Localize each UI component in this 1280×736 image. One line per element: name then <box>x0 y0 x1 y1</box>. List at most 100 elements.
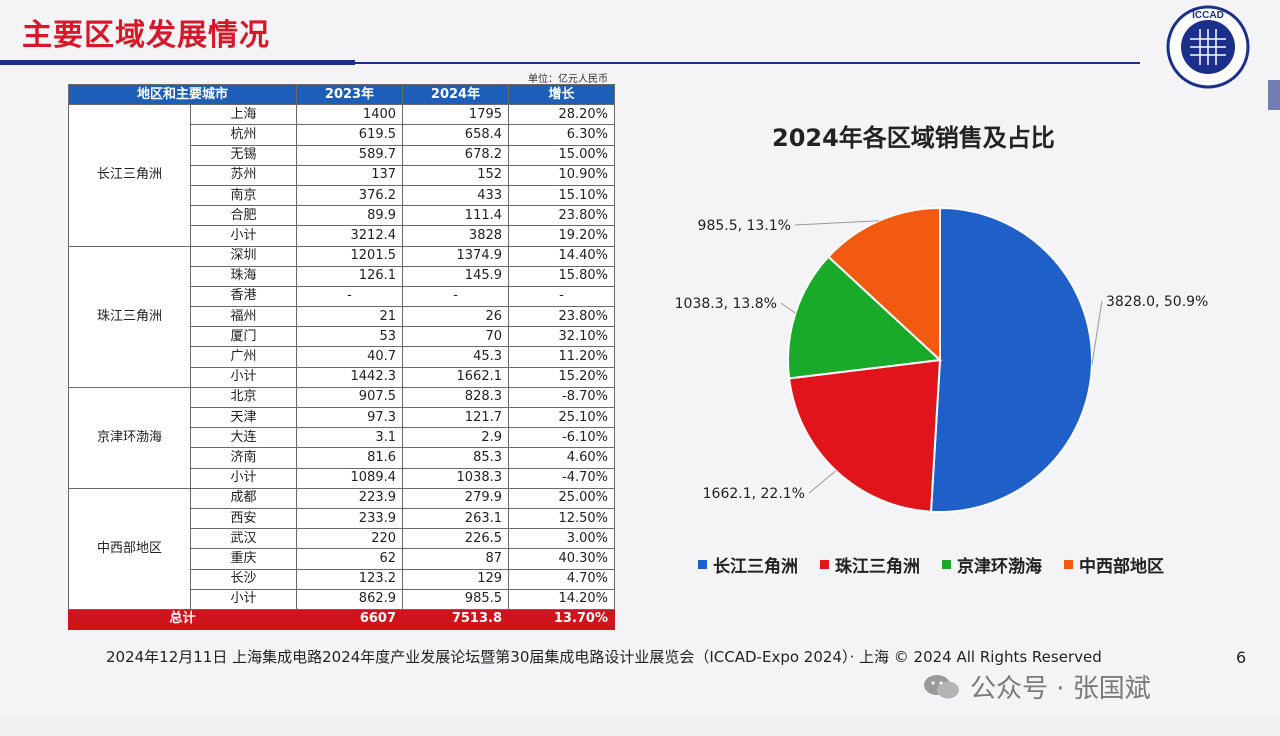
table-row: 杭州 619.5 658.4 6.30% <box>69 124 616 146</box>
slice-data-label: 1662.1, 22.1% <box>703 486 805 502</box>
page-number: 6 <box>1236 648 1247 667</box>
header-region: 地区和主要城市 <box>67 83 298 106</box>
growth-cell: 3.00% <box>508 528 616 550</box>
legend-item: 珠江三角洲 <box>820 552 920 577</box>
city-cell: 广州 <box>189 346 298 368</box>
logo-text: ICCAD <box>1192 10 1224 21</box>
y2024-cell: 226.5 <box>402 528 510 550</box>
growth-cell: - <box>508 285 616 308</box>
y2024-cell: 26 <box>402 306 510 328</box>
y2023-cell: 1089.4 <box>296 467 404 489</box>
growth-cell: 25.00% <box>508 487 616 509</box>
legend-item: 京津环渤海 <box>942 552 1042 577</box>
growth-cell: 23.80% <box>508 306 616 328</box>
header-2023: 2023年 <box>296 83 404 106</box>
legend-label: 中西部地区 <box>1079 557 1164 577</box>
leader-line <box>808 470 837 494</box>
growth-cell: -4.70% <box>508 467 616 489</box>
footer-text: 2024年12月11日 上海集成电路2024年度产业发展论坛暨第30届集成电路设… <box>106 648 1102 666</box>
city-cell: 合肥 <box>189 205 298 227</box>
y2024-cell: 45.3 <box>402 346 510 368</box>
y2024-cell: 2.9 <box>402 427 510 449</box>
growth-cell: 14.20% <box>508 588 616 610</box>
legend-label: 长江三角洲 <box>713 557 798 577</box>
y2023-cell: 619.5 <box>296 124 404 146</box>
city-cell: 杭州 <box>189 124 298 146</box>
y2023-cell: 862.9 <box>296 588 404 610</box>
wechat-icon <box>924 674 959 698</box>
total-row: 总计 6607 7513.8 13.70% <box>67 608 616 631</box>
table-row: 长江三角洲 上海 1400 1795 28.20% <box>68 104 616 247</box>
y2024-cell: 433 <box>402 184 510 207</box>
y2024-cell: 678.2 <box>402 144 510 166</box>
region-sales-table: 地区和主要城市 2023年 2024年 增长 长江三角洲 上海 1400 1795 28… <box>67 83 616 631</box>
slide-title: 主要区域发展情况 <box>22 18 270 53</box>
growth-cell: -6.10% <box>508 427 616 449</box>
y2024-cell: 1038.3 <box>402 467 510 489</box>
city-cell: 西安 <box>189 507 298 530</box>
y2023-cell: 40.7 <box>296 346 404 368</box>
table-row: 武汉 220 226.5 3.00% <box>69 528 616 550</box>
pie-slice <box>827 206 941 363</box>
legend-swatch <box>942 560 951 569</box>
region-cell: 京津环渤海 <box>68 386 191 489</box>
chart-title: 2024年各区域销售及占比 <box>772 124 1055 152</box>
y2023-cell: 223.9 <box>296 487 404 509</box>
header-growth: 增长 <box>508 83 616 106</box>
city-cell: 厦门 <box>189 326 298 348</box>
table-row: 南京 376.2 433 15.10% <box>69 184 616 207</box>
y2023-cell: 123.2 <box>296 568 404 590</box>
city-cell: 珠海 <box>189 265 298 287</box>
y2024-cell: 1795 <box>402 104 510 126</box>
y2023-cell: 376.2 <box>296 184 404 207</box>
city-cell: 武汉 <box>189 528 298 550</box>
growth-cell: 11.20% <box>508 346 616 368</box>
header-2024: 2024年 <box>402 83 510 106</box>
legend-item: 中西部地区 <box>1064 552 1164 577</box>
y2024-cell: 263.1 <box>402 507 510 530</box>
growth-cell: 28.20% <box>508 104 616 126</box>
growth-cell: 15.00% <box>508 144 616 166</box>
table-header-row: 地区和主要城市 2023年 2024年 增长 <box>67 83 616 106</box>
y2024-cell: 87 <box>402 548 510 570</box>
title-underline <box>0 60 355 65</box>
slice-data-label: 3828.0, 50.9% <box>1106 294 1208 310</box>
y2023-cell: 3212.4 <box>296 225 404 247</box>
growth-cell: 4.60% <box>508 447 616 469</box>
total-y2023-cell: 6607 <box>296 608 404 631</box>
city-cell: 福州 <box>189 306 298 328</box>
table-body: 长江三角洲 上海 1400 1795 28.20% 杭州 619.5 658.4 6.30% 无锡… <box>67 104 616 631</box>
slice-data-label: 985.5, 13.1% <box>698 218 791 234</box>
unit-label: 单位：亿元人民币 <box>528 74 608 85</box>
sponsor-strip <box>0 716 1280 736</box>
table-row: 合肥 89.9 111.4 23.80% <box>69 205 616 227</box>
growth-cell: 12.50% <box>508 507 616 530</box>
city-cell: 北京 <box>189 386 298 409</box>
pie-slice <box>788 358 942 513</box>
leader-line <box>780 302 796 314</box>
y2024-cell: 145.9 <box>402 265 510 287</box>
y2024-cell: 279.9 <box>402 487 510 509</box>
city-cell: 苏州 <box>189 164 298 186</box>
y2024-cell: 129 <box>402 568 510 590</box>
y2024-cell: 985.5 <box>402 588 510 610</box>
y2024-cell: 85.3 <box>402 447 510 469</box>
y2024-cell: 111.4 <box>402 205 510 227</box>
city-cell: 成都 <box>189 487 298 509</box>
table-row: 大连 3.1 2.9 -6.10% <box>69 427 616 449</box>
city-cell: 南京 <box>189 184 298 207</box>
y2024-cell: 658.4 <box>402 124 510 146</box>
y2023-cell: 220 <box>296 528 404 550</box>
growth-cell: 40.30% <box>508 548 616 570</box>
growth-cell: 10.90% <box>508 164 616 186</box>
city-cell: 小计 <box>189 225 298 247</box>
legend-label: 京津环渤海 <box>957 557 1042 577</box>
table-row: 小计 1089.4 1038.3 -4.70% <box>69 467 616 489</box>
chart-legend: 长江三角洲 珠江三角洲 京津环渤海 中西部地区 <box>698 552 1164 577</box>
total-y2024-cell: 7513.8 <box>402 608 510 631</box>
y2024-cell: - <box>402 285 510 308</box>
city-cell: 长沙 <box>189 568 298 590</box>
legend-label: 珠江三角洲 <box>835 557 920 577</box>
city-cell: 天津 <box>189 406 298 429</box>
watermark: 公众号 · 张国斌 <box>922 668 1151 705</box>
